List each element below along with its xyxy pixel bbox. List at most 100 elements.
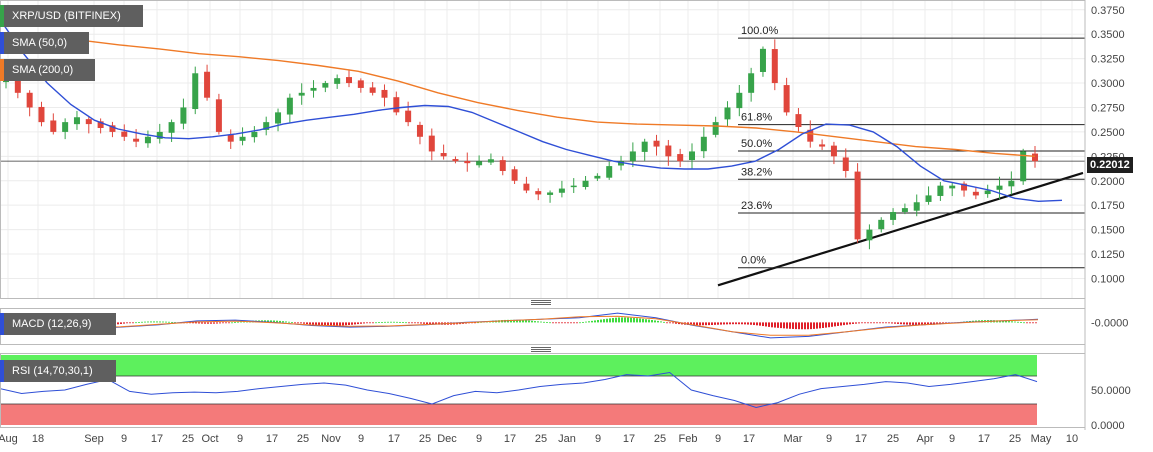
- macd-histogram-bar: [324, 322, 326, 326]
- macd-histogram-bar: [915, 322, 917, 326]
- candle-body: [771, 49, 778, 84]
- date-tick-label: 17: [978, 433, 990, 445]
- macd-histogram-bar: [675, 322, 677, 324]
- macd-histogram-bar: [171, 321, 173, 323]
- macd-histogram-bar: [645, 319, 647, 323]
- date-tick-label: Aug: [0, 433, 18, 445]
- candle-body: [724, 107, 731, 120]
- candle-body: [547, 192, 554, 195]
- symbol-swatch: [0, 5, 4, 27]
- macd-histogram-bar: [204, 322, 206, 324]
- macd-histogram-bar: [129, 322, 131, 324]
- sma50-legend[interactable]: SMA (50,0): [0, 32, 89, 54]
- macd-histogram-bar: [810, 322, 812, 330]
- candle-body: [168, 122, 175, 133]
- trendline: [717, 171, 1084, 287]
- macd-histogram-bar: [759, 322, 761, 326]
- macd-histogram-bar: [762, 322, 764, 327]
- pane-resize-handle-macd[interactable]: [531, 300, 551, 306]
- candle-body: [961, 183, 968, 191]
- candle-body: [156, 131, 163, 139]
- macd-histogram-bar: [837, 322, 839, 326]
- macd-histogram-bar: [168, 321, 170, 323]
- macd-histogram-bar: [591, 320, 593, 323]
- candle-body: [322, 83, 329, 88]
- macd-histogram-bar: [351, 322, 353, 325]
- candle-body: [144, 136, 151, 144]
- macd-histogram-bar: [156, 321, 158, 323]
- candle-body: [606, 166, 613, 178]
- candle-body: [641, 141, 648, 152]
- sma-50-line: [0, 19, 1063, 203]
- symbol-legend[interactable]: XRP/USD (BITFINEX): [0, 5, 143, 27]
- date-tick-label: 17: [504, 433, 516, 445]
- macd-histogram-bar: [654, 320, 656, 323]
- candle-body: [1008, 180, 1015, 187]
- macd-histogram-bar: [126, 322, 128, 324]
- sma50-label: SMA (50,0): [12, 37, 68, 49]
- candle-body: [26, 92, 33, 108]
- date-tick-label: 9: [476, 433, 482, 445]
- rsi-oversold-zone: [0, 404, 1037, 425]
- macd-histogram-bar: [888, 322, 890, 324]
- macd-histogram-bar: [918, 322, 920, 326]
- sma-200-path: [0, 33, 1036, 157]
- sma200-label: SMA (200,0): [12, 64, 74, 76]
- macd-histogram-bar: [615, 317, 617, 323]
- macd-histogram-bar: [558, 322, 560, 324]
- candle-body: [807, 129, 814, 142]
- pane-resize-handle-rsi[interactable]: [531, 347, 551, 353]
- macd-histogram-bar: [1014, 321, 1016, 323]
- macd-histogram-bar: [855, 322, 857, 324]
- macd-histogram-bar: [720, 322, 722, 325]
- rsi-legend[interactable]: RSI (14,70,30,1): [0, 360, 116, 382]
- candle-body: [428, 135, 435, 152]
- candle-body: [346, 77, 352, 84]
- candle-body: [487, 159, 494, 163]
- candle-body: [712, 122, 719, 135]
- macd-histogram-bar: [927, 322, 929, 326]
- macd-histogram-bar: [801, 322, 803, 330]
- candle-body: [298, 92, 305, 96]
- date-tick-label: Feb: [679, 433, 698, 445]
- macd-histogram-bar: [609, 318, 611, 323]
- macd-histogram-bar: [267, 320, 269, 323]
- rsi-label: RSI (14,70,30,1): [12, 365, 93, 377]
- date-tick-label: 25: [419, 433, 431, 445]
- rsi-swatch: [0, 360, 4, 382]
- macd-histogram-bar: [669, 322, 671, 324]
- macd-histogram-bar: [846, 322, 848, 325]
- candle-body: [759, 48, 766, 72]
- macd-signal-line: [5, 315, 1039, 336]
- candle-body: [286, 97, 293, 115]
- macd-histogram-bar: [741, 322, 743, 325]
- candle-body: [251, 131, 258, 138]
- macd-histogram-bar: [657, 320, 659, 323]
- macd-histogram-bar: [774, 322, 776, 328]
- macd-swatch: [0, 313, 4, 335]
- macd-legend[interactable]: MACD (12,26,9): [0, 313, 116, 335]
- date-tick-label: 25: [182, 433, 194, 445]
- macd-histogram-bar: [354, 322, 356, 325]
- candle-body: [464, 160, 471, 164]
- macd-histogram-bar: [660, 321, 662, 323]
- macd-histogram-bar: [366, 322, 368, 324]
- macd-histogram-bar: [1017, 321, 1019, 323]
- macd-histogram-bar: [783, 322, 785, 329]
- macd-histogram-bar: [1026, 322, 1028, 324]
- macd-histogram-bar: [624, 317, 626, 323]
- date-tick-label: Jan: [558, 433, 576, 445]
- macd-histogram-bar: [702, 322, 704, 326]
- macd-histogram-bar: [525, 320, 527, 323]
- sma200-legend[interactable]: SMA (200,0): [0, 59, 95, 81]
- macd-histogram-bar: [207, 322, 209, 324]
- macd-histogram-bar: [552, 322, 554, 324]
- macd-axis-label: -0.0000: [1091, 317, 1128, 329]
- macd-histogram-bar: [555, 322, 557, 324]
- macd-histogram-bar: [738, 322, 740, 325]
- macd-histogram-bar: [228, 322, 230, 324]
- macd-histogram-bar: [912, 322, 914, 325]
- macd-histogram-bar: [339, 322, 341, 326]
- macd-histogram-bar: [1023, 322, 1025, 324]
